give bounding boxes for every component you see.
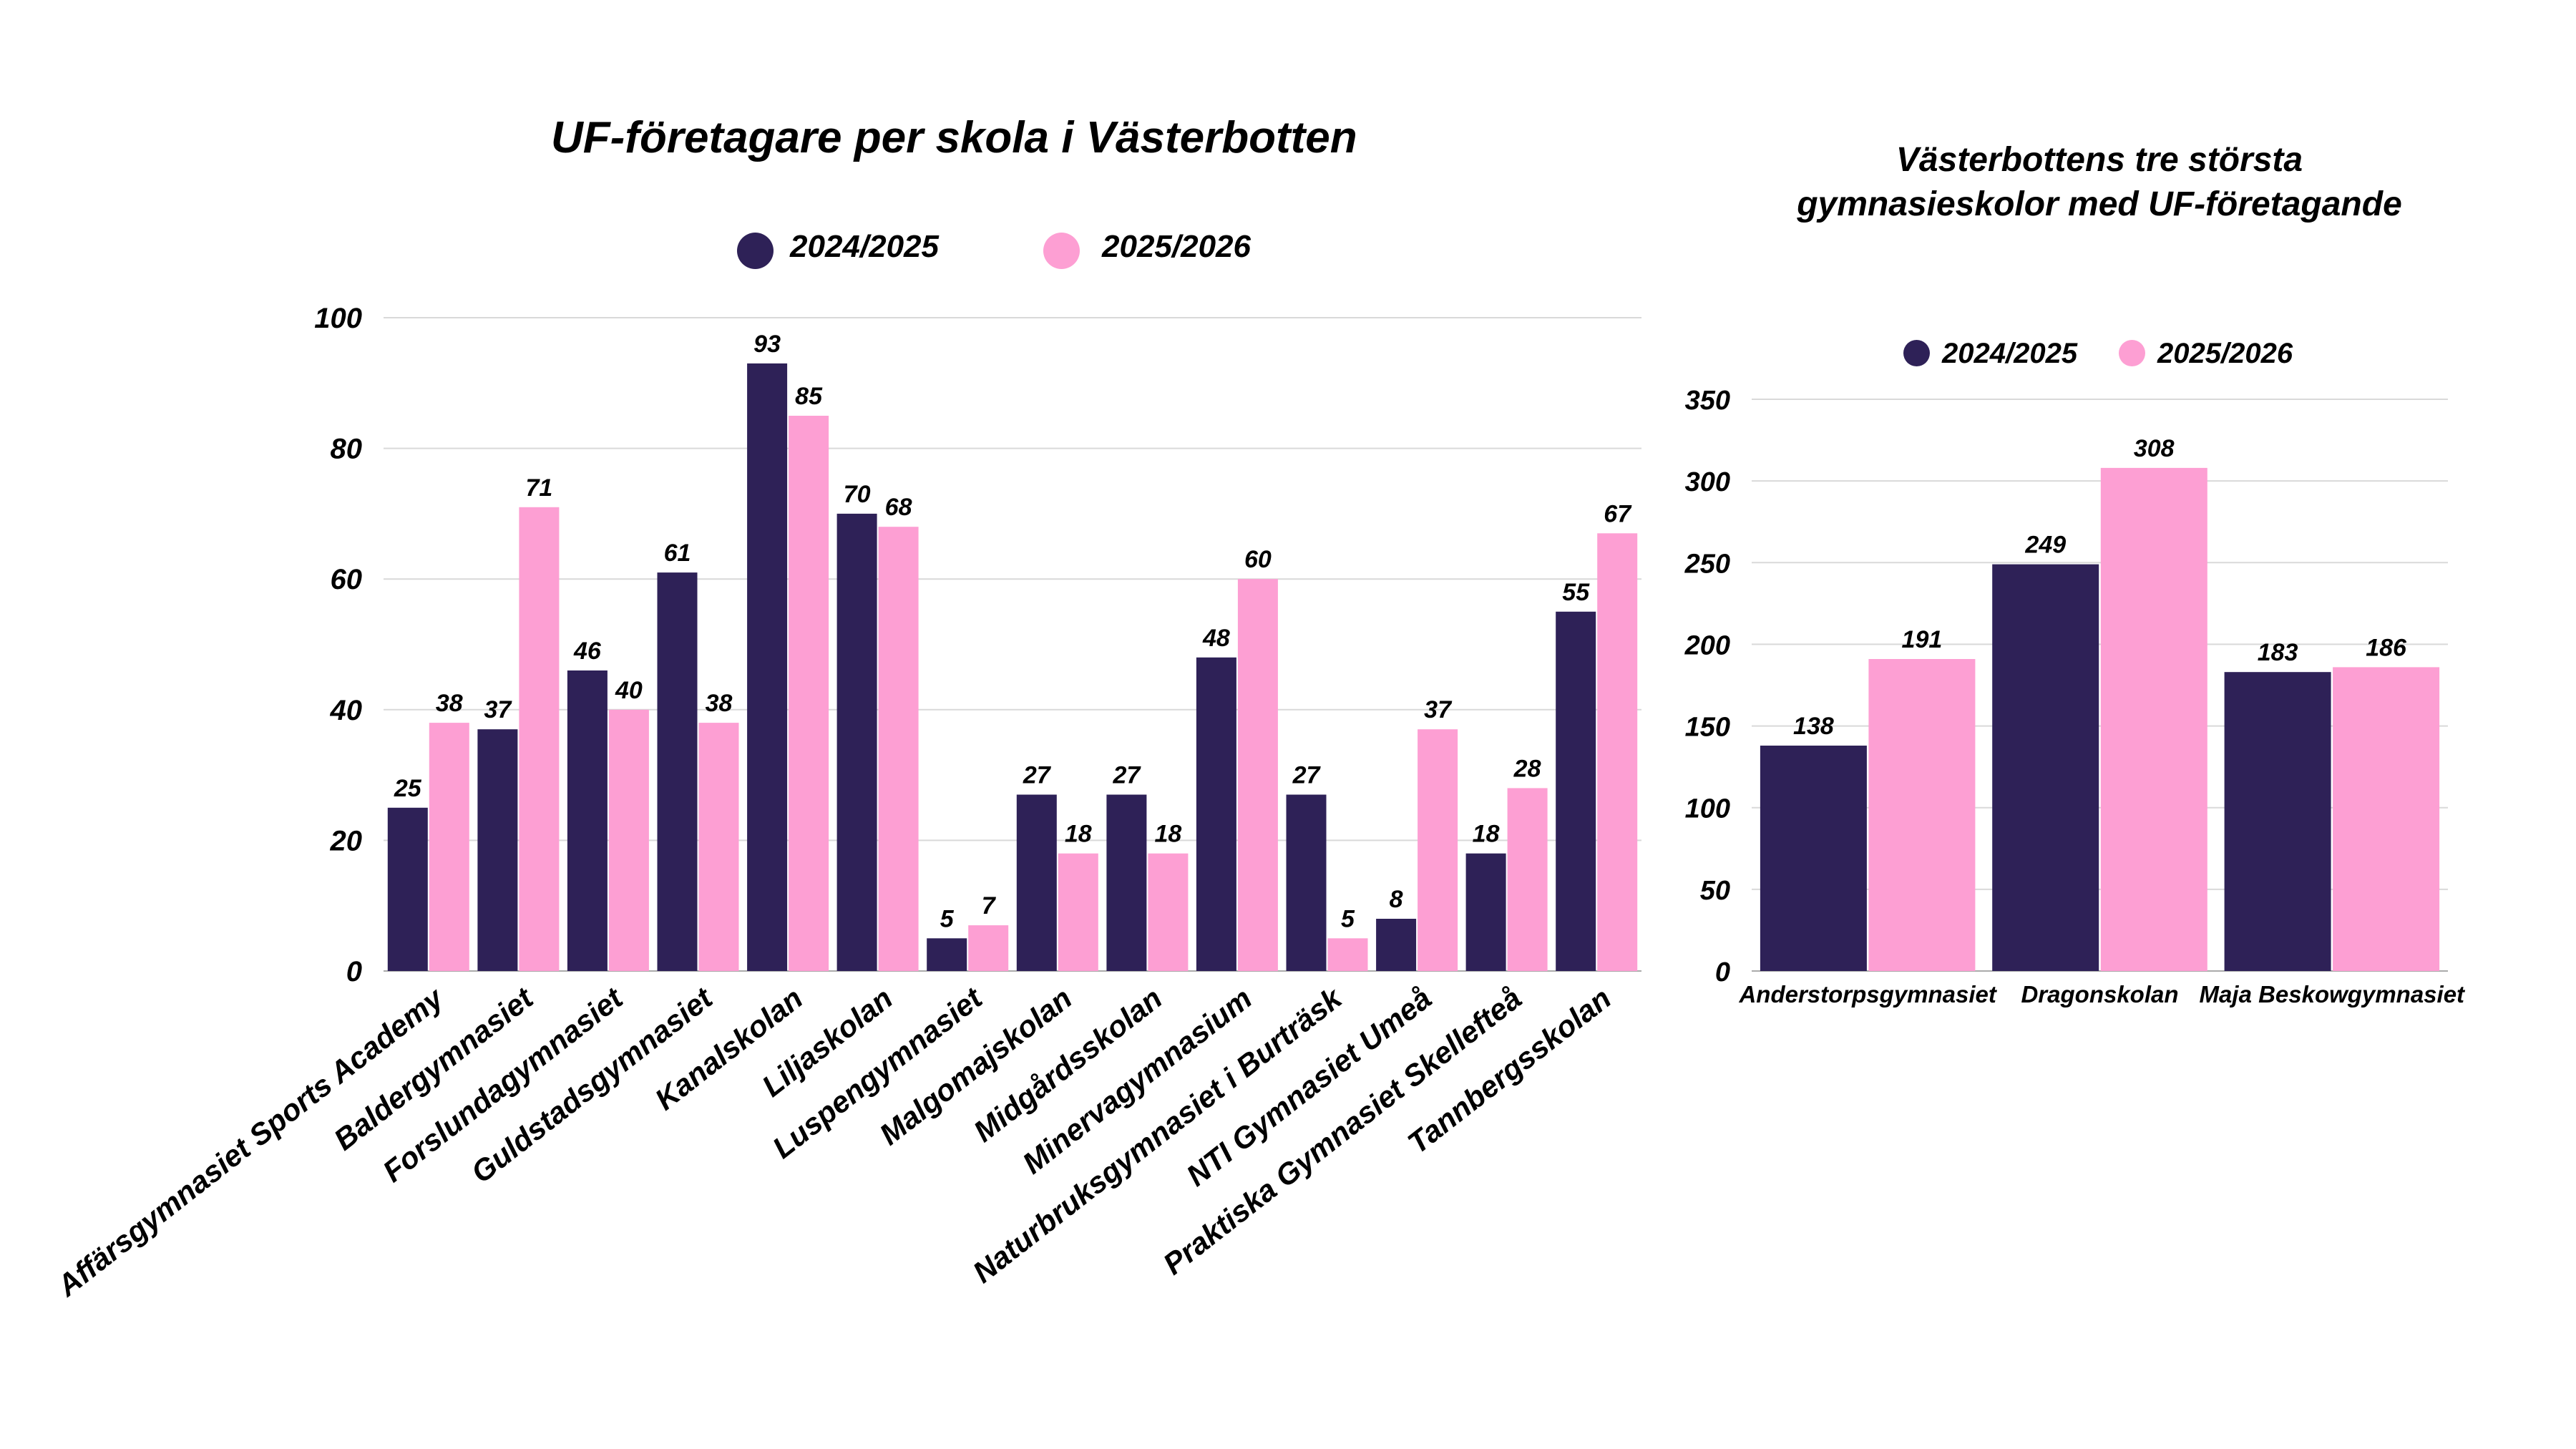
svg-text:8: 8 [1390, 886, 1403, 913]
svg-text:27: 27 [1023, 762, 1052, 789]
svg-text:7: 7 [982, 892, 997, 919]
svg-text:186: 186 [2366, 634, 2407, 661]
svg-text:308: 308 [2134, 435, 2175, 462]
svg-text:85: 85 [795, 383, 823, 410]
svg-text:37: 37 [1424, 696, 1453, 723]
svg-text:68: 68 [885, 494, 912, 521]
svg-text:183: 183 [2258, 639, 2298, 666]
svg-text:61: 61 [664, 540, 691, 567]
svg-text:40: 40 [615, 677, 643, 704]
svg-text:93: 93 [753, 331, 781, 358]
svg-text:71: 71 [525, 474, 552, 502]
svg-text:60: 60 [331, 564, 363, 595]
svg-text:249: 249 [2024, 532, 2066, 559]
svg-text:38: 38 [436, 690, 463, 717]
svg-text:37: 37 [484, 696, 512, 723]
svg-text:25: 25 [394, 775, 422, 802]
svg-text:18: 18 [1473, 821, 1500, 848]
svg-text:300: 300 [1685, 467, 1730, 497]
svg-text:60: 60 [1244, 546, 1272, 573]
svg-text:0: 0 [1715, 957, 1730, 987]
svg-text:55: 55 [1562, 579, 1590, 606]
svg-text:80: 80 [331, 434, 363, 465]
svg-text:27: 27 [1112, 762, 1141, 789]
svg-text:18: 18 [1065, 821, 1092, 848]
svg-text:138: 138 [1793, 713, 1834, 740]
svg-text:20: 20 [330, 825, 363, 857]
svg-text:46: 46 [573, 638, 602, 665]
svg-text:67: 67 [1604, 500, 1632, 527]
svg-text:100: 100 [314, 303, 362, 334]
svg-text:18: 18 [1154, 821, 1181, 848]
svg-text:5: 5 [1341, 905, 1355, 932]
svg-text:70: 70 [844, 481, 871, 508]
svg-text:150: 150 [1685, 713, 1730, 743]
svg-text:27: 27 [1292, 762, 1322, 789]
svg-text:28: 28 [1513, 755, 1541, 782]
svg-text:100: 100 [1685, 794, 1730, 824]
svg-text:38: 38 [706, 690, 733, 717]
svg-text:250: 250 [1684, 549, 1730, 579]
svg-text:40: 40 [330, 695, 363, 726]
svg-text:350: 350 [1685, 386, 1730, 416]
svg-text:5: 5 [940, 905, 955, 932]
svg-text:48: 48 [1202, 625, 1230, 652]
svg-text:200: 200 [1684, 630, 1730, 660]
svg-text:50: 50 [1700, 876, 1730, 906]
svg-text:0: 0 [346, 956, 362, 987]
svg-text:191: 191 [1902, 626, 1943, 653]
